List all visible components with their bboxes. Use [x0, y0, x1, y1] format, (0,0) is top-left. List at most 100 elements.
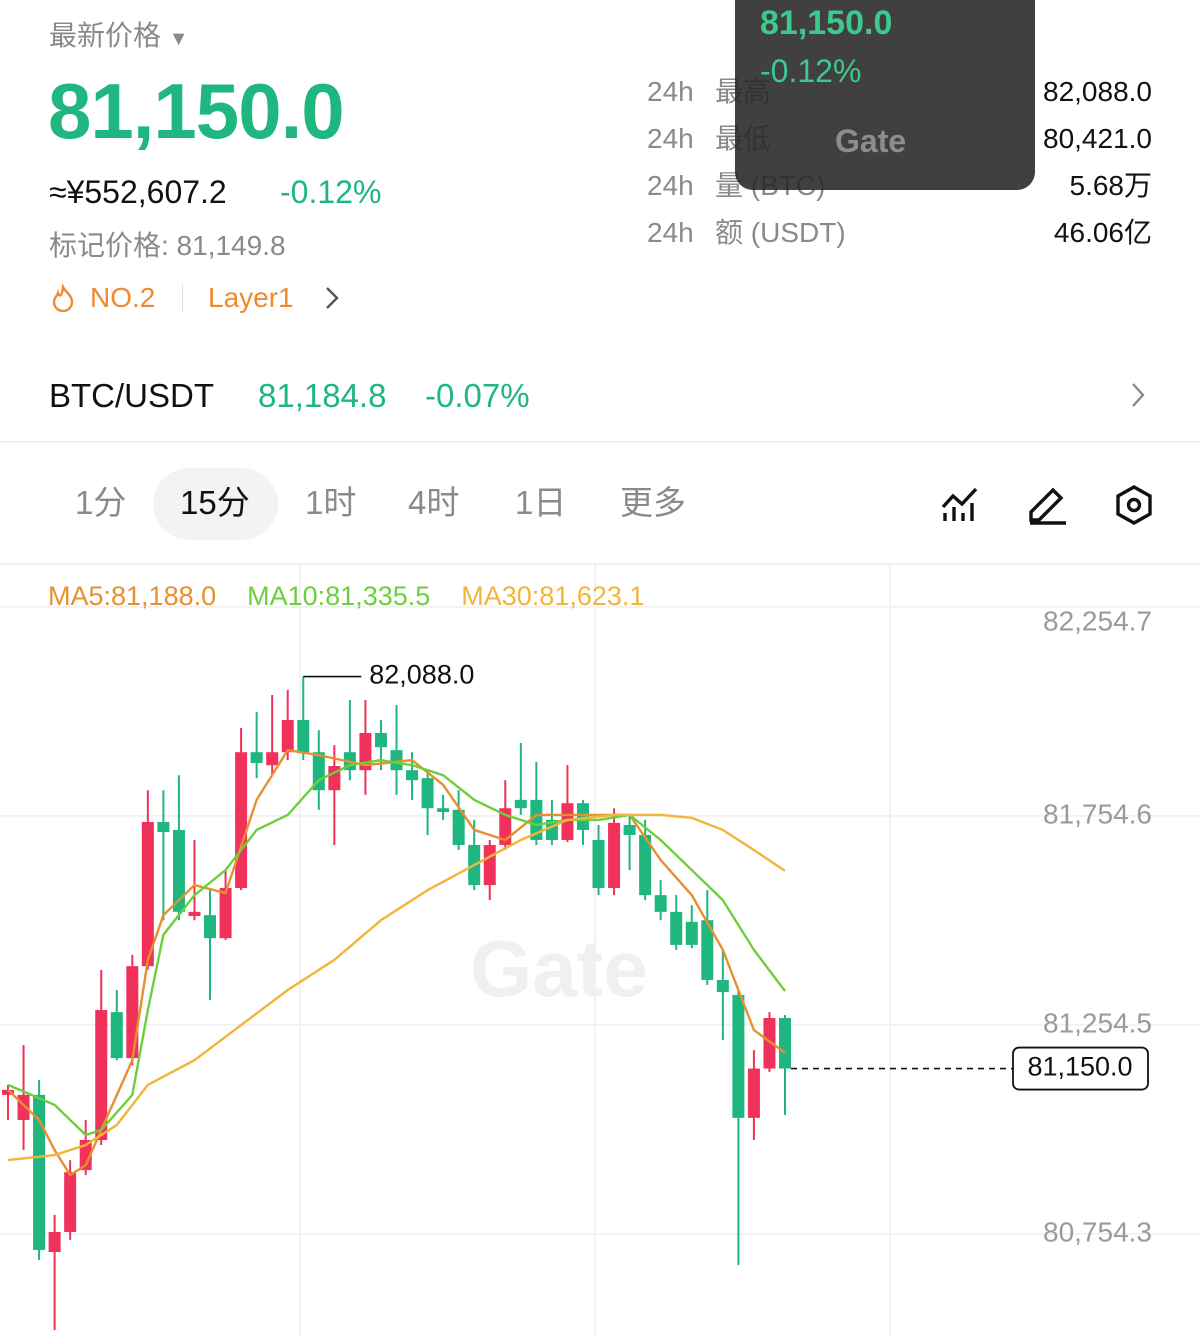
price-label-text: 最新价格 [49, 20, 162, 51]
legend-entry: MA5:81,188.0 [48, 581, 216, 611]
candle-body [701, 920, 714, 980]
stat-value: 5.68万 [1069, 170, 1153, 201]
tag[interactable]: Layer1 [208, 282, 294, 313]
candle-body [33, 1094, 46, 1250]
candle-body [79, 1140, 92, 1171]
y-tick-label: 80,754.3 [1043, 1216, 1152, 1247]
candle-body [685, 921, 698, 945]
candle-body [390, 750, 403, 771]
candle-body [499, 808, 512, 845]
candle-body [126, 966, 139, 1059]
y-tick-label: 82,254.7 [1043, 605, 1152, 636]
candle-body [172, 829, 185, 912]
candle-body [297, 720, 310, 753]
candle-body [2, 1089, 14, 1095]
tooltip: 81,150.0 -0.12% Gate [735, 0, 1035, 190]
candle-body [421, 778, 434, 809]
candle-body [779, 1017, 791, 1069]
settings-icon[interactable] [1114, 485, 1154, 525]
ma-line [7, 748, 786, 1177]
legend-entry: MA30:81,623.1 [461, 581, 644, 611]
tab-active[interactable]: 15分 [180, 484, 250, 521]
stat-label: 额 (USDT) [715, 217, 846, 248]
candle-body [639, 834, 652, 896]
candle-body [716, 979, 729, 993]
stat-period: 24h [647, 170, 694, 201]
pair-symbol[interactable]: BTC/USDT [49, 377, 214, 414]
candle-body [188, 911, 201, 917]
price-label[interactable]: 最新价格 ▼ [49, 22, 189, 50]
tab[interactable]: 4时 [408, 484, 460, 521]
candle-body [530, 799, 543, 840]
candle-body [48, 1231, 61, 1253]
candle-body [608, 822, 621, 889]
candle-body [266, 752, 279, 766]
candle-body [281, 720, 294, 753]
divider [0, 441, 1200, 443]
candle-body [141, 822, 154, 967]
tab[interactable]: 更多 [620, 484, 686, 521]
ma-line [7, 813, 786, 1162]
flame-icon [52, 284, 74, 312]
stat-value: 82,088.0 [1043, 76, 1152, 107]
candle-body [452, 809, 465, 845]
ma-line [7, 758, 786, 1137]
candle-body [312, 752, 325, 791]
candle-body [514, 799, 527, 809]
pair-change: -0.07% [425, 377, 530, 414]
candle-body [732, 995, 745, 1118]
candle-body [437, 808, 450, 812]
watermark: Gate [470, 924, 648, 1013]
candle-body [250, 752, 263, 764]
tooltip-change: -0.12% [760, 53, 862, 89]
tooltip-logo: Gate [835, 123, 907, 159]
candle-body [623, 824, 636, 835]
chart: Gate 82,254.7 81,754.6 81,254.5 80,754.3 MA5:… [0, 565, 1200, 1336]
candle-body [747, 1068, 760, 1118]
candle-body [406, 770, 419, 781]
candle-body [576, 803, 589, 830]
candle-body [219, 888, 232, 939]
candle-body [359, 732, 372, 771]
candle-body [561, 803, 574, 840]
candle-body [374, 732, 387, 748]
candle-body [235, 752, 248, 889]
cny-price: ≈¥552,607.2 [49, 174, 227, 210]
last-price: 81,150.0 [48, 67, 345, 155]
rank[interactable]: NO.2 [90, 282, 156, 313]
tab[interactable]: 1分 [75, 484, 127, 521]
tab-highlight [153, 468, 278, 540]
draw-icon[interactable] [1026, 485, 1068, 525]
dropdown-arrow: ▼ [168, 28, 189, 50]
indicator-icon[interactable] [940, 485, 980, 525]
tooltip-price: 81,150.0 [760, 4, 893, 42]
chevron [326, 287, 339, 309]
candle-body [763, 1017, 776, 1069]
candle-body [157, 822, 170, 833]
change: -0.12% [280, 174, 382, 210]
pair-price: 81,184.8 [258, 377, 387, 414]
mark-price: 标记价格: 81,149.8 [49, 230, 286, 261]
legend-entry: MA10:81,335.5 [247, 581, 430, 611]
last-price-label: 81,150.0 [1027, 1052, 1132, 1082]
stat-period: 24h [647, 217, 694, 248]
stat-value: 46.06亿 [1053, 217, 1152, 248]
candle-body [64, 1172, 77, 1232]
divider [0, 563, 1200, 565]
candle-body [204, 915, 217, 939]
stat-period: 24h [647, 123, 694, 154]
candle-body [483, 844, 496, 886]
y-tick-label: 81,254.5 [1043, 1007, 1152, 1038]
candle-body [670, 911, 683, 945]
tab[interactable]: 1日 [515, 484, 567, 521]
candle-body [110, 1012, 123, 1059]
divider [182, 284, 183, 312]
chevron[interactable] [1128, 380, 1148, 410]
last-price-box [1012, 1046, 1149, 1091]
high-label: 82,088.0 [369, 660, 474, 690]
tab[interactable]: 1时 [305, 484, 357, 521]
candle-body [95, 1010, 108, 1141]
y-tick-label: 81,754.6 [1043, 798, 1152, 829]
stat-period: 24h [647, 76, 694, 107]
